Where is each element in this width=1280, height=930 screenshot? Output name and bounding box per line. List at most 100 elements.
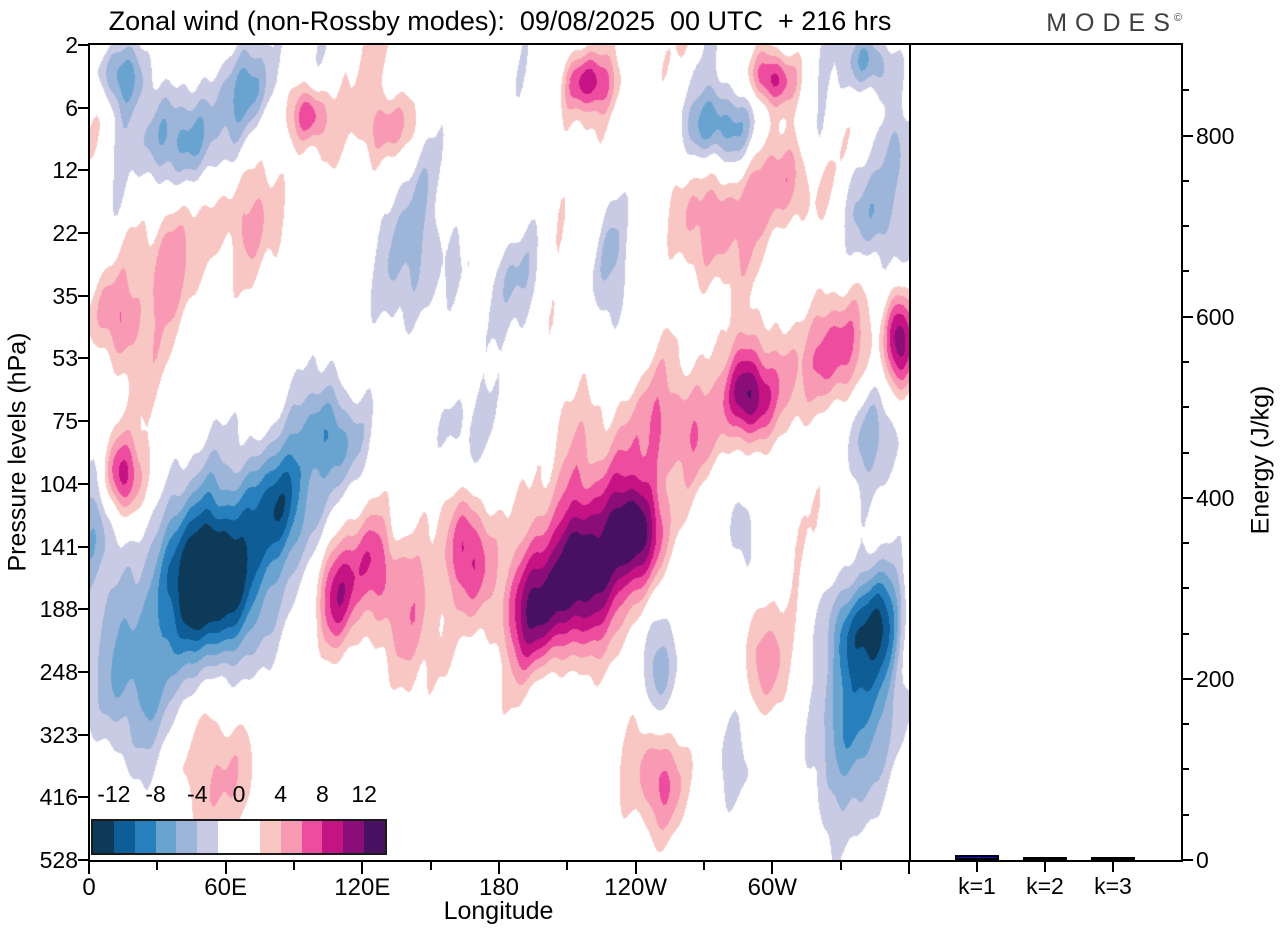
pressure-tick-label: 22 [52,220,78,247]
colorbar-tick-label: -4 [187,781,208,807]
colorbar-cell [239,821,260,853]
pressure-tick [78,859,88,861]
energy-bar [955,854,999,860]
x-major-tick [224,862,227,874]
energy-minor-tick [1183,89,1189,92]
colorbar-cell [134,821,156,853]
energy-tick-label: 600 [1196,303,1235,330]
colorbar-tick-label: 4 [274,781,288,807]
colorbar-cell [259,821,281,853]
x-tick-label: 60E [204,874,247,901]
energy-minor-tick [1183,632,1189,635]
colorbar-cell [301,821,323,853]
energy-tick-label: 400 [1196,484,1235,511]
colorbar-cell [176,821,198,853]
contour-field [90,45,909,860]
modes-logo: MODES© [1000,9,1186,38]
energy-minor-tick [1183,360,1189,363]
pressure-tick [78,733,88,736]
panel-divider [909,45,911,860]
energy-major-tick [1183,859,1193,861]
colorbar-tick-label: 0 [232,781,246,807]
energy-tick-label: 0 [1196,847,1209,873]
pressure-tick [78,232,88,235]
colorbar-legend [91,819,387,855]
energy-minor-tick [1183,270,1189,273]
energy-major-tick [1183,496,1193,499]
x-tick-label: 180 [478,874,520,901]
pressure-tick [78,608,88,611]
energy-minor-tick [1183,451,1189,454]
pressure-tick-label: 416 [39,784,78,811]
pressure-tick-label: 6 [65,94,78,121]
energy-minor-tick [1183,225,1189,228]
x-tick-label: 0 [82,874,96,901]
pressure-tick [78,420,88,423]
x-tick-label: 120E [334,874,391,901]
energy-minor-tick [1183,179,1189,182]
colorbar-tick-label: 8 [316,781,329,807]
energy-tick-label: 200 [1196,665,1235,692]
pressure-tick-label: 35 [52,282,78,309]
energy-bar [1023,857,1067,861]
energy-minor-tick [1183,587,1189,590]
x-minor-tick [293,862,295,870]
energy-minor-tick [1183,542,1189,545]
x-major-tick [361,862,364,874]
energy-major-tick [1183,134,1193,137]
colorbar-cell [218,821,240,853]
x-axis-title: Longitude [443,897,554,925]
x-tick-label: 120W [604,874,667,901]
pressure-tick [78,106,88,109]
colorbar-cell [322,821,344,853]
pressure-tick [78,169,88,172]
x-minor-tick [156,862,159,870]
pressure-tick-label: 141 [39,533,78,560]
pressure-tick-label: 53 [52,345,78,372]
modes-logo-text: MODES [1046,9,1178,37]
colorbar-tick-label: 12 [351,781,377,807]
k-tick [976,862,978,872]
k-tick-label: k=1 [958,873,996,899]
pressure-tick [78,294,88,297]
k-tick-label: k=2 [1026,873,1064,899]
x-tick-label: 60W [747,874,797,901]
k-tick-label: k=3 [1094,873,1132,899]
energy-minor-tick [1183,406,1189,409]
pressure-tick [78,44,88,46]
pressure-tick-label: 12 [52,157,78,184]
x-major-tick [88,862,90,874]
pressure-tick-label: 323 [39,721,78,748]
energy-tick-label: 800 [1196,122,1235,149]
energy-minor-tick [1183,813,1189,816]
plot-frame [88,43,1183,862]
pressure-tick-label: 104 [39,470,78,497]
x-minor-tick [429,862,432,870]
pressure-tick-label: 188 [39,596,78,623]
pressure-tick [78,357,88,360]
x-major-tick [908,862,910,874]
y-axis-title-pressure: Pressure levels (hPa) [3,332,32,572]
pressure-tick-label: 2 [65,32,78,58]
colorbar-tick-label: -8 [145,781,166,807]
energy-major-tick [1183,677,1193,680]
colorbar-cell [197,821,219,853]
k-tick [1112,862,1114,872]
x-major-tick [634,862,637,874]
colorbar-cell [155,821,177,853]
energy-minor-tick [1183,768,1189,771]
colorbar-cell [343,821,365,853]
colorbar-cell [93,821,114,853]
x-major-tick [498,862,500,874]
x-minor-tick [566,862,569,870]
energy-minor-tick [1183,723,1189,726]
copyright-icon: © [1173,12,1182,24]
colorbar-tick-label: -12 [97,781,131,807]
x-minor-tick [839,862,842,870]
x-major-tick [771,862,774,874]
pressure-tick [78,545,88,548]
pressure-tick-label: 248 [39,658,78,685]
energy-bar [1091,857,1135,861]
colorbar-cell [280,821,302,853]
